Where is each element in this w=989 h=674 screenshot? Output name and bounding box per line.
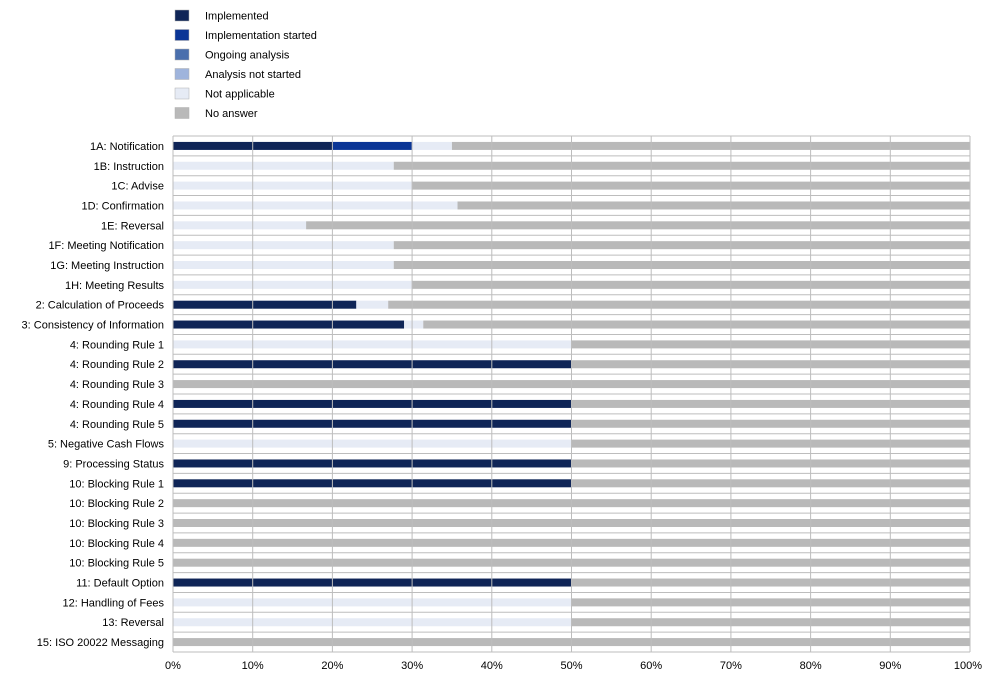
category-label-13-reversal: 13: Reversal [102, 617, 164, 629]
category-label-1f-meeting-notification: 1F: Meeting Notification [48, 240, 164, 252]
bar-1b-instruction-not-applicable [173, 161, 394, 170]
x-tick-label-50: 50% [560, 660, 582, 672]
category-label-5-negative-cash-flows: 5: Negative Cash Flows [48, 439, 165, 451]
legend: Implemented Implementation started Ongoing… [174, 9, 317, 120]
bar-12-handling-of-fees-not-applicable [173, 598, 572, 607]
bar-10-blocking-rule-1-no-answer [571, 479, 970, 488]
bar-2-calculation-of-proceeds-not-applicable [356, 300, 389, 309]
bar-1b-instruction-no-answer [393, 161, 970, 170]
bar-1c-advise-no-answer [412, 181, 971, 190]
bar-2-calculation-of-proceeds-no-answer [388, 300, 970, 309]
category-label-12-handling-of-fees: 12: Handling of Fees [62, 597, 164, 609]
bar-13-reversal-no-answer [571, 618, 970, 627]
category-label-9-processing-status: 9: Processing Status [63, 458, 164, 470]
bar-1e-reversal-not-applicable [173, 221, 307, 230]
bar-4-rounding-rule-4-no-answer [571, 399, 970, 408]
bar-1a-notification-no-answer [451, 141, 970, 150]
category-label-4-rounding-rule-5: 4: Rounding Rule 5 [70, 419, 164, 431]
bar-4-rounding-rule-2-implemented [173, 360, 572, 369]
bar-4-rounding-rule-1-not-applicable [173, 340, 572, 349]
category-label-1c-advise: 1C: Advise [111, 181, 164, 193]
bar-4-rounding-rule-1-no-answer [571, 340, 970, 349]
legend-label-implementation-started: Implementation started [205, 30, 317, 42]
bar-1a-notification-implementation-started [332, 141, 413, 150]
x-tick-label-100: 100% [954, 660, 982, 672]
legend-label-analysis-not-started: Analysis not started [205, 69, 301, 81]
bar-1a-notification-not-applicable [412, 141, 452, 150]
category-axis-labels: 1A: Notification 1B: Instruction 1C: Advis… [22, 141, 165, 649]
legend-swatch-not-applicable [174, 87, 190, 100]
category-label-10-blocking-rule-5: 10: Blocking Rule 5 [69, 558, 164, 570]
bar-4-rounding-rule-2-no-answer [571, 360, 970, 369]
bar-3-consistency-of-information-not-applicable [404, 320, 424, 329]
bar-4-rounding-rule-4-implemented [173, 399, 572, 408]
category-label-1e-reversal: 1E: Reversal [101, 220, 164, 232]
bar-2-calculation-of-proceeds-implemented [173, 300, 357, 309]
category-label-11-default-option: 11: Default Option [76, 578, 164, 590]
category-label-4-rounding-rule-3: 4: Rounding Rule 3 [70, 379, 164, 391]
legend-label-no-answer: No answer [205, 108, 258, 120]
value-axis-labels: 0% 10% 20% 30% 40% 50% 60% 70% 80% 90% 100% [165, 660, 982, 672]
category-label-4-rounding-rule-2: 4: Rounding Rule 2 [70, 359, 164, 371]
category-label-1h-meeting-results: 1H: Meeting Results [65, 280, 165, 292]
legend-swatch-no-answer [174, 107, 190, 119]
gridlines [172, 135, 971, 653]
category-label-1g-meeting-instruction: 1G: Meeting Instruction [50, 260, 164, 272]
category-label-10-blocking-rule-4: 10: Blocking Rule 4 [69, 538, 164, 550]
bar-5-negative-cash-flows-no-answer [571, 439, 970, 448]
legend-swatch-implementation-started [174, 29, 190, 41]
bar-3-consistency-of-information-implemented [173, 320, 405, 329]
bar-1f-meeting-notification-not-applicable [173, 241, 394, 250]
bar-4-rounding-rule-5-implemented [173, 419, 572, 428]
x-tick-label-0: 0% [165, 660, 181, 672]
x-tick-label-60: 60% [640, 660, 662, 672]
legend-label-ongoing-analysis: Ongoing analysis [205, 50, 290, 62]
category-label-10-blocking-rule-3: 10: Blocking Rule 3 [69, 518, 164, 530]
legend-label-implemented: Implemented [205, 11, 269, 23]
bar-12-handling-of-fees-no-answer [571, 598, 970, 607]
category-label-3-consistency-of-information: 3: Consistency of Information [22, 320, 164, 332]
bar-11-default-option-implemented [173, 578, 572, 587]
legend-swatch-analysis-not-started [174, 68, 190, 80]
bar-3-consistency-of-information-no-answer [423, 320, 970, 329]
x-tick-label-20: 20% [321, 660, 343, 672]
bar-1g-meeting-instruction-not-applicable [173, 261, 394, 269]
x-tick-label-30: 30% [401, 660, 423, 672]
legend-swatch-implemented [174, 9, 190, 22]
category-label-2-calculation-of-proceeds: 2: Calculation of Proceeds [36, 300, 165, 312]
bar-1d-confirmation-not-applicable [173, 201, 458, 210]
bar-11-default-option-no-answer [571, 578, 970, 587]
bar-10-blocking-rule-1-implemented [173, 479, 572, 488]
bar-9-processing-status-no-answer [571, 459, 970, 468]
bar-1h-meeting-results-no-answer [412, 280, 971, 289]
x-tick-label-10: 10% [242, 660, 264, 672]
bar-4-rounding-rule-5-no-answer [571, 419, 970, 428]
category-label-15-iso-20022-messaging: 15: ISO 20022 Messaging [37, 637, 164, 649]
category-label-4-rounding-rule-1: 4: Rounding Rule 1 [70, 339, 164, 351]
bar-1c-advise-not-applicable [173, 181, 413, 190]
x-tick-label-80: 80% [800, 660, 822, 672]
category-label-4-rounding-rule-4: 4: Rounding Rule 4 [70, 399, 164, 411]
category-label-1a-notification: 1A: Notification [90, 141, 164, 153]
bar-5-negative-cash-flows-not-applicable [173, 439, 572, 448]
bar-1g-meeting-instruction-no-answer [393, 261, 970, 269]
bar-1d-confirmation-no-answer [457, 201, 970, 210]
x-tick-label-40: 40% [481, 660, 503, 672]
x-tick-label-90: 90% [879, 660, 901, 672]
category-label-1d-confirmation: 1D: Confirmation [81, 200, 164, 212]
bar-13-reversal-not-applicable [173, 618, 572, 627]
category-label-10-blocking-rule-2: 10: Blocking Rule 2 [69, 498, 164, 510]
legend-swatch-ongoing-analysis [174, 48, 190, 61]
bar-1f-meeting-notification-no-answer [393, 241, 970, 250]
bar-9-processing-status-implemented [173, 459, 572, 468]
bar-1h-meeting-results-not-applicable [173, 280, 413, 289]
legend-label-not-applicable: Not applicable [205, 89, 275, 101]
x-tick-label-70: 70% [720, 660, 742, 672]
category-label-1b-instruction: 1B: Instruction [94, 161, 164, 173]
category-label-10-blocking-rule-1: 10: Blocking Rule 1 [69, 478, 164, 490]
bar-1e-reversal-no-answer [306, 221, 970, 230]
